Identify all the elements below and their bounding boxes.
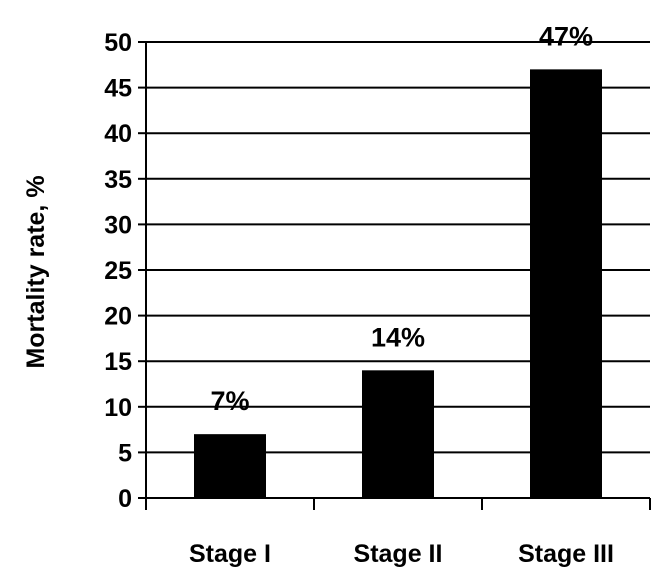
y-tick-label: 25	[104, 257, 132, 285]
data-label: 7%	[210, 386, 249, 416]
x-category-label: Stage I	[189, 540, 271, 568]
y-tick-label: 30	[104, 211, 132, 239]
bars	[194, 69, 602, 499]
y-tick-label: 50	[104, 29, 132, 57]
x-category-label: Stage III	[518, 540, 614, 568]
data-label: 47%	[539, 21, 593, 51]
y-axis-title: Mortality rate, %	[22, 175, 50, 368]
y-tick-label: 5	[118, 439, 132, 467]
axes	[138, 41, 651, 510]
data-label: 14%	[371, 322, 425, 352]
y-tick-label: 20	[104, 303, 132, 331]
bar-stage-iii	[530, 69, 602, 499]
y-tick-label: 0	[118, 485, 132, 513]
bar-stage-i	[194, 434, 266, 498]
y-tick-label: 15	[104, 348, 132, 376]
x-category-label: Stage II	[354, 540, 443, 568]
y-tick-label: 45	[104, 75, 132, 103]
gridlines	[146, 41, 650, 454]
bar-stage-ii	[362, 370, 434, 498]
labels: 0 5 10 15 20 25 30 35 40 45 50 Stage I 7% Stage II 14%…	[104, 21, 614, 568]
y-tick-label: 10	[104, 394, 132, 422]
y-tick-label: 35	[104, 166, 132, 194]
y-tick-label: 40	[104, 120, 132, 148]
